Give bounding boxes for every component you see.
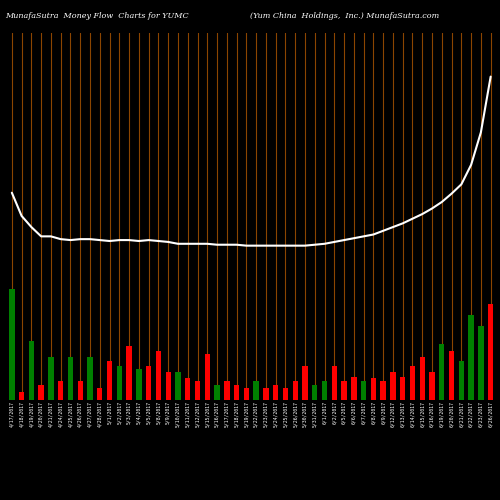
Bar <box>361 382 366 400</box>
Bar <box>204 354 210 400</box>
Bar <box>146 366 152 400</box>
Bar <box>351 377 356 400</box>
Bar <box>370 378 376 400</box>
Bar <box>390 372 396 400</box>
Bar <box>68 357 73 400</box>
Bar <box>58 382 64 400</box>
Bar <box>458 362 464 400</box>
Bar <box>166 372 171 400</box>
Bar <box>439 344 444 400</box>
Bar <box>449 350 454 400</box>
Bar <box>38 384 44 400</box>
Bar <box>292 382 298 400</box>
Text: MunafaSutra  Money Flow  Charts for YUMC: MunafaSutra Money Flow Charts for YUMC <box>5 12 188 20</box>
Bar <box>273 384 278 400</box>
Bar <box>156 350 161 400</box>
Bar <box>88 357 92 400</box>
Bar <box>488 304 494 400</box>
Bar <box>107 362 112 400</box>
Bar <box>400 377 406 400</box>
Bar <box>97 388 102 400</box>
Bar <box>430 372 434 400</box>
Bar <box>263 388 268 400</box>
Bar <box>410 366 415 400</box>
Bar <box>283 388 288 400</box>
Bar <box>126 346 132 400</box>
Bar <box>322 382 327 400</box>
Bar <box>116 366 122 400</box>
Bar <box>185 378 190 400</box>
Bar <box>244 388 249 400</box>
Bar <box>234 384 239 400</box>
Bar <box>48 357 54 400</box>
Bar <box>312 384 318 400</box>
Bar <box>136 369 141 400</box>
Bar <box>342 382 347 400</box>
Bar <box>19 392 24 400</box>
Bar <box>478 326 484 400</box>
Bar <box>176 372 180 400</box>
Bar <box>195 382 200 400</box>
Bar <box>254 382 259 400</box>
Bar <box>302 366 308 400</box>
Text: (Yum China  Holdings,  Inc.) MunafaSutra.com: (Yum China Holdings, Inc.) MunafaSutra.c… <box>250 12 440 20</box>
Bar <box>332 366 337 400</box>
Bar <box>420 357 425 400</box>
Bar <box>468 315 474 400</box>
Bar <box>224 382 230 400</box>
Bar <box>78 382 83 400</box>
Bar <box>28 342 34 400</box>
Bar <box>9 289 15 400</box>
Bar <box>380 382 386 400</box>
Bar <box>214 384 220 400</box>
